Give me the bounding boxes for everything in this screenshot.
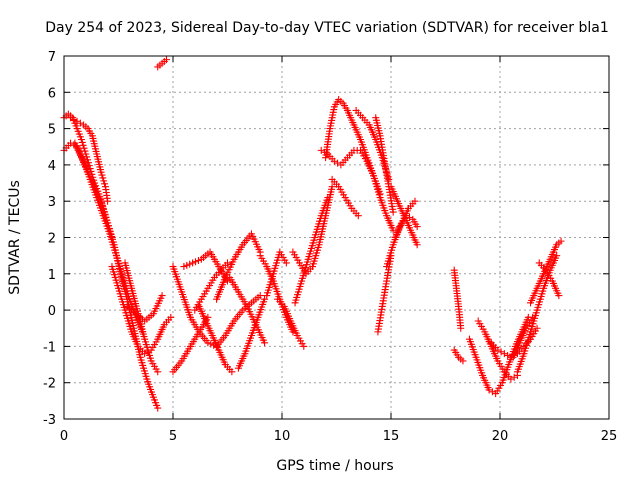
data-point [101,180,109,188]
data-point [207,340,215,348]
data-point [82,150,90,158]
y-tick-label: -3 [43,413,56,428]
data-point [354,212,362,220]
data-point [261,339,269,347]
plot-frame [63,55,610,420]
y-tick-label: 6 [48,86,56,101]
data-point [256,292,264,300]
data-point [334,159,342,167]
data-point [194,256,202,264]
data-point [529,313,537,321]
data-point [224,277,231,285]
chart-title: Day 254 of 2023, Sidereal Day-to-day VTE… [45,20,608,36]
data-point [261,295,269,303]
x-axis-label: GPS time / hours [276,458,393,474]
data-point [224,259,231,267]
y-tick-label: 4 [48,159,56,174]
data-point [555,292,563,300]
data-point [85,162,93,170]
grid [64,56,609,419]
data-point [376,190,384,198]
data-point [411,197,419,205]
data-point [154,404,162,412]
data-point [282,259,290,267]
data-point [228,368,236,376]
data-points [60,56,565,412]
data-point [553,252,561,260]
data-point [97,168,105,176]
data-point [104,197,112,205]
data-point [154,368,162,376]
axes: 0 5 10 15 20 25 -3 -2 -1 0 1 2 3 4 5 6 7 [43,50,617,444]
x-tick-label: 20 [492,429,509,444]
data-point [77,135,85,143]
data-point [413,241,421,249]
y-tick-label: -2 [43,377,56,392]
data-point [204,313,212,321]
x-tick-label: 15 [383,429,400,444]
y-tick-label: 0 [48,304,56,319]
data-point [81,147,89,155]
data-point [457,324,465,332]
y-tick-label: 1 [48,268,56,283]
data-point [189,259,197,267]
data-point [192,258,200,266]
data-point [83,153,91,161]
y-tick-label: 5 [48,123,56,138]
data-point [79,141,87,149]
data-point [86,165,94,173]
y-tick-label: -1 [43,340,56,355]
data-point [510,373,518,381]
data-point [98,171,106,179]
data-point [162,56,170,64]
y-tick-label: 7 [48,50,56,65]
data-point [70,116,78,124]
data-point [180,263,188,271]
data-point [204,339,212,347]
data-point [389,208,397,216]
x-tick-label: 0 [60,429,68,444]
data-point [500,350,508,358]
data-point [167,313,175,321]
data-point [488,388,496,396]
data-point [557,237,565,245]
y-axis-label: SDTVAR / TECUs [7,180,23,295]
data-point [78,138,86,146]
data-point [300,342,308,350]
data-point [497,348,505,356]
data-point [99,174,107,182]
data-point [413,223,421,231]
x-tick-label: 5 [169,429,177,444]
data-point [533,324,541,332]
y-tick-label: 3 [48,195,56,210]
x-tick-label: 25 [601,429,618,444]
data-point [158,292,166,300]
data-point [183,261,191,269]
y-tick-label: 2 [48,232,56,247]
data-point [100,177,108,185]
data-point [186,260,194,268]
data-point [459,357,467,365]
data-point [80,144,88,152]
data-point [328,183,336,191]
x-tick-label: 10 [274,429,291,444]
